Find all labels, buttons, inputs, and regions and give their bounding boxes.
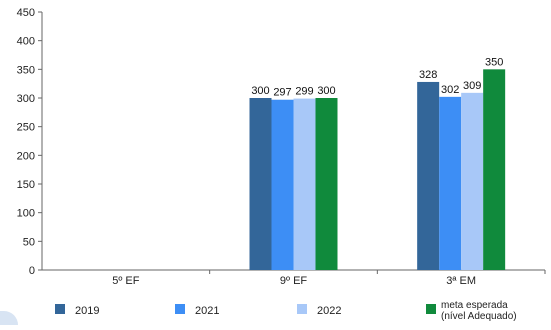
legend-label: 2019	[75, 305, 99, 317]
bar	[249, 98, 272, 270]
legend-label: (nível Adequado)	[441, 311, 517, 322]
bar	[271, 99, 294, 270]
data-label: 297	[273, 87, 291, 99]
legend-label: 2021	[195, 305, 219, 317]
bar	[417, 81, 440, 271]
y-tick-label: 200	[17, 150, 35, 162]
y-tick-label: 400	[17, 36, 35, 48]
corner-decoration	[0, 311, 18, 325]
legend-swatch	[55, 304, 65, 314]
y-tick-label: 450	[17, 7, 35, 19]
legend-swatch	[426, 304, 436, 314]
x-tick-label: 5º EF	[112, 275, 140, 287]
data-label: 328	[419, 69, 437, 81]
bar	[461, 92, 484, 270]
data-label: 299	[295, 86, 313, 98]
data-label: 300	[251, 85, 269, 97]
y-tick-label: 350	[17, 64, 35, 76]
legend-label: 2022	[317, 305, 341, 317]
data-label: 300	[317, 85, 335, 97]
data-label: 350	[485, 56, 503, 68]
y-tick-label: 100	[17, 208, 35, 220]
bar	[293, 98, 316, 270]
y-tick-label: 300	[17, 93, 35, 105]
y-tick-label: 250	[17, 122, 35, 134]
legend-label: meta esperada	[441, 300, 508, 311]
bar	[483, 69, 506, 270]
bar	[315, 98, 338, 270]
y-tick-label: 50	[23, 236, 35, 248]
legend-swatch	[297, 304, 307, 314]
data-label: 309	[463, 80, 481, 92]
bar	[439, 96, 462, 270]
x-tick-label: 9º EF	[280, 275, 308, 287]
legend-swatch	[175, 304, 185, 314]
y-tick-label: 150	[17, 179, 35, 191]
data-label: 302	[441, 84, 459, 96]
x-tick-label: 3ª EM	[446, 275, 476, 287]
y-tick-label: 0	[29, 265, 35, 277]
